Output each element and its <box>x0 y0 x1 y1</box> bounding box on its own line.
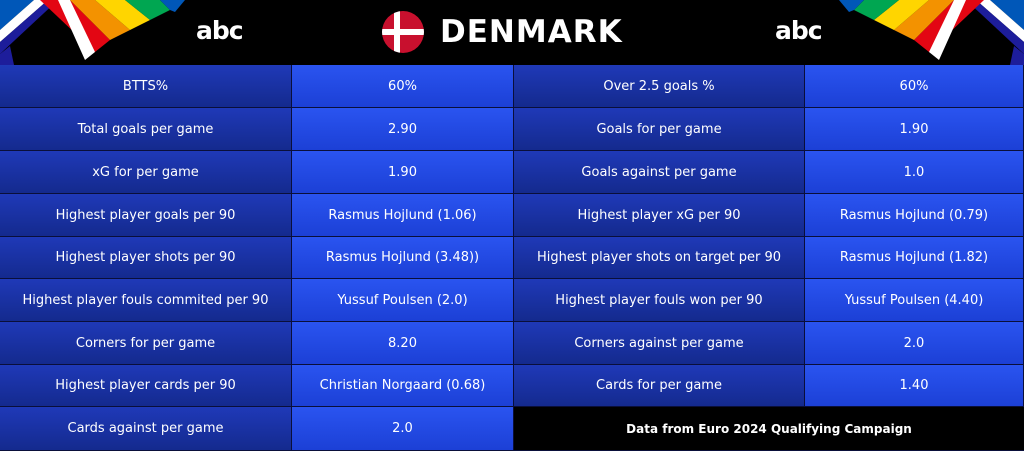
right-stat-value: 60% <box>805 65 1024 108</box>
page-title: DENMARK <box>440 14 623 50</box>
right-stat-label: Highest player xG per 90 <box>514 194 805 237</box>
left-stat-label: Total goals per game <box>0 108 292 151</box>
denmark-flag-icon <box>382 11 424 53</box>
right-stat-label: Goals for per game <box>514 108 805 151</box>
left-stat-label: Corners for per game <box>0 322 292 365</box>
left-stat-value: 2.0 <box>292 407 514 451</box>
right-stat-value: 1.0 <box>805 151 1024 194</box>
right-stat-label: Corners against per game <box>514 322 805 365</box>
right-stat-value: 1.40 <box>805 365 1024 407</box>
left-stat-label: Highest player goals per 90 <box>0 194 292 237</box>
left-stat-value: 60% <box>292 65 514 108</box>
right-stat-label: Highest player shots on target per 90 <box>514 237 805 279</box>
left-stat-label: Highest player cards per 90 <box>0 365 292 407</box>
right-stat-label: Cards for per game <box>514 365 805 407</box>
left-stat-value: Christian Norgaard (0.68) <box>292 365 514 407</box>
header-bar: abc DENMARK abc <box>0 0 1024 65</box>
left-stat-label: BTTS% <box>0 65 292 108</box>
brand-logo-left: abc <box>196 16 244 45</box>
left-stat-value: 1.90 <box>292 151 514 194</box>
right-stat-value: 1.90 <box>805 108 1024 151</box>
stats-table: BTTS% 60% Over 2.5 goals % 60% Total goals p… <box>0 65 1024 451</box>
left-stat-label: Highest player shots per 90 <box>0 237 292 279</box>
left-stat-value: Yussuf Poulsen (2.0) <box>292 279 514 322</box>
left-stat-label: Cards against per game <box>0 407 292 451</box>
right-stat-label: Goals against per game <box>514 151 805 194</box>
left-stat-value: Rasmus Hojlund (1.06) <box>292 194 514 237</box>
right-stat-value: 2.0 <box>805 322 1024 365</box>
left-stat-value: Rasmus Hojlund (3.48)) <box>292 237 514 279</box>
left-stat-value: 8.20 <box>292 322 514 365</box>
right-stat-label: Highest player fouls won per 90 <box>514 279 805 322</box>
right-stat-value: Rasmus Hojlund (0.79) <box>805 194 1024 237</box>
right-stat-label: Over 2.5 goals % <box>514 65 805 108</box>
left-stat-value: 2.90 <box>292 108 514 151</box>
data-source-note: Data from Euro 2024 Qualifying Campaign <box>514 407 1024 451</box>
right-stat-value: Rasmus Hojlund (1.82) <box>805 237 1024 279</box>
title-group: DENMARK <box>382 10 623 54</box>
left-stat-label: Highest player fouls commited per 90 <box>0 279 292 322</box>
brand-logo-right: abc <box>775 16 823 45</box>
left-stat-label: xG for per game <box>0 151 292 194</box>
euro-stripes-decoration-right <box>839 0 1024 65</box>
right-stat-value: Yussuf Poulsen (4.40) <box>805 279 1024 322</box>
euro-stripes-decoration-left <box>0 0 185 65</box>
